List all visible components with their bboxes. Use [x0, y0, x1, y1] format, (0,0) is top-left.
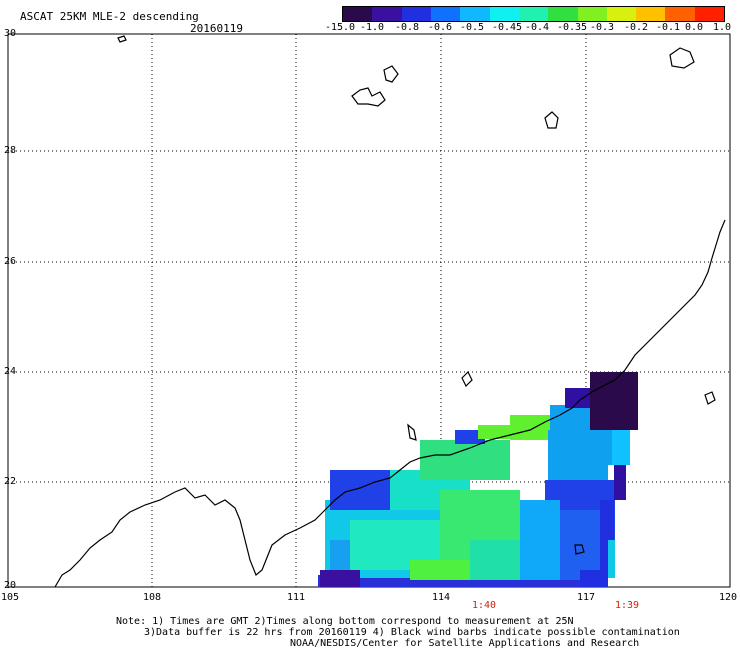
pass-time-label: 1:39 — [614, 600, 640, 611]
lon-label: 108 — [142, 592, 162, 603]
colorbar-label: -0.2 — [623, 22, 649, 33]
lon-label: 120 — [718, 592, 738, 603]
coastline-island — [461, 370, 473, 388]
lon-label: 117 — [576, 592, 596, 603]
colorbar-label: -0.8 — [394, 22, 420, 33]
coastline-island — [407, 423, 417, 441]
note-credit: NOAA/NESDIS/Center for Satellite Applica… — [290, 638, 640, 649]
lon-label: 111 — [286, 592, 306, 603]
note-line: Note: 1) Times are GMT 2)Times along bot… — [116, 616, 574, 627]
colorbar-swatch — [372, 7, 402, 21]
swath-cell — [565, 388, 595, 408]
swath-cell — [470, 540, 520, 580]
coastline-island — [117, 35, 127, 43]
colorbar-swatch — [401, 7, 431, 21]
note-line: 3)Data buffer is 22 hrs from 20160119 4)… — [144, 627, 680, 638]
pass-time-label: 1:40 — [471, 600, 497, 611]
colorbar-swatch — [548, 7, 578, 21]
swath-cell — [455, 430, 485, 444]
lon-label: 114 — [431, 592, 451, 603]
coastline-lake — [544, 111, 559, 129]
coastline-mainland — [54, 219, 726, 588]
swath-cell — [330, 540, 350, 575]
swath-cell — [600, 500, 614, 540]
colorbar-swatch — [430, 7, 461, 21]
colorbar-swatch — [577, 7, 607, 21]
colorbar-swatch — [606, 7, 637, 21]
colorbar-label: -0.45 — [491, 22, 523, 33]
colorbar-swatch — [518, 7, 549, 21]
coastline-lake — [383, 65, 399, 83]
colorbar-label: -0.1 — [655, 22, 681, 33]
colorbar-swatch — [343, 7, 373, 21]
lat-label: 24 — [4, 366, 17, 377]
colorbar-swatch — [636, 7, 666, 21]
coastline-lake — [351, 87, 386, 107]
coastline — [54, 35, 726, 588]
swath-cell — [330, 470, 390, 510]
map-title: ASCAT 25KM MLE-2 descending — [20, 10, 199, 23]
colorbar-label: -1.0 — [359, 22, 385, 33]
map-date: 20160119 — [190, 22, 243, 35]
colorbar-label: -0.35 — [556, 22, 588, 33]
lon-label: 105 — [0, 592, 20, 603]
colorbar-label: -0.5 — [459, 22, 485, 33]
colorbar-swatch — [694, 7, 725, 21]
colorbar-label: -15.0 — [324, 22, 356, 33]
colorbar — [342, 6, 725, 22]
lat-label: 22 — [4, 476, 17, 487]
lat-label: 20 — [4, 580, 17, 591]
swath-cell — [612, 430, 630, 465]
colorbar-labels: -15.0 -1.0 -0.8 -0.6 -0.5 -0.45 -0.4 -0.… — [325, 22, 732, 36]
swath-cell — [320, 570, 360, 587]
swath-cell — [520, 500, 560, 580]
coastline-lake — [669, 47, 695, 69]
swath-cell — [598, 540, 608, 570]
swath-cell — [510, 415, 555, 440]
coastline-island — [574, 544, 585, 555]
swath-cell — [614, 465, 626, 500]
colorbar-swatch — [489, 7, 519, 21]
lat-label: 30 — [4, 28, 17, 39]
colorbar-label: -0.3 — [589, 22, 615, 33]
lat-label: 26 — [4, 256, 17, 267]
colorbar-swatch — [665, 7, 695, 21]
colorbar-label: -0.4 — [524, 22, 550, 33]
colorbar-label: 0.0 — [684, 22, 704, 33]
swath-cell — [410, 560, 470, 580]
coastline-island — [704, 391, 716, 405]
colorbar-swatch — [460, 7, 490, 21]
colorbar-label: -0.6 — [427, 22, 453, 33]
graticule — [8, 34, 730, 587]
swath-cell — [580, 570, 608, 587]
swath-cell — [590, 372, 638, 430]
lat-label: 28 — [4, 145, 17, 156]
colorbar-label: 1.0 — [712, 22, 732, 33]
swath-cell — [420, 440, 510, 480]
data-swath — [318, 372, 638, 587]
